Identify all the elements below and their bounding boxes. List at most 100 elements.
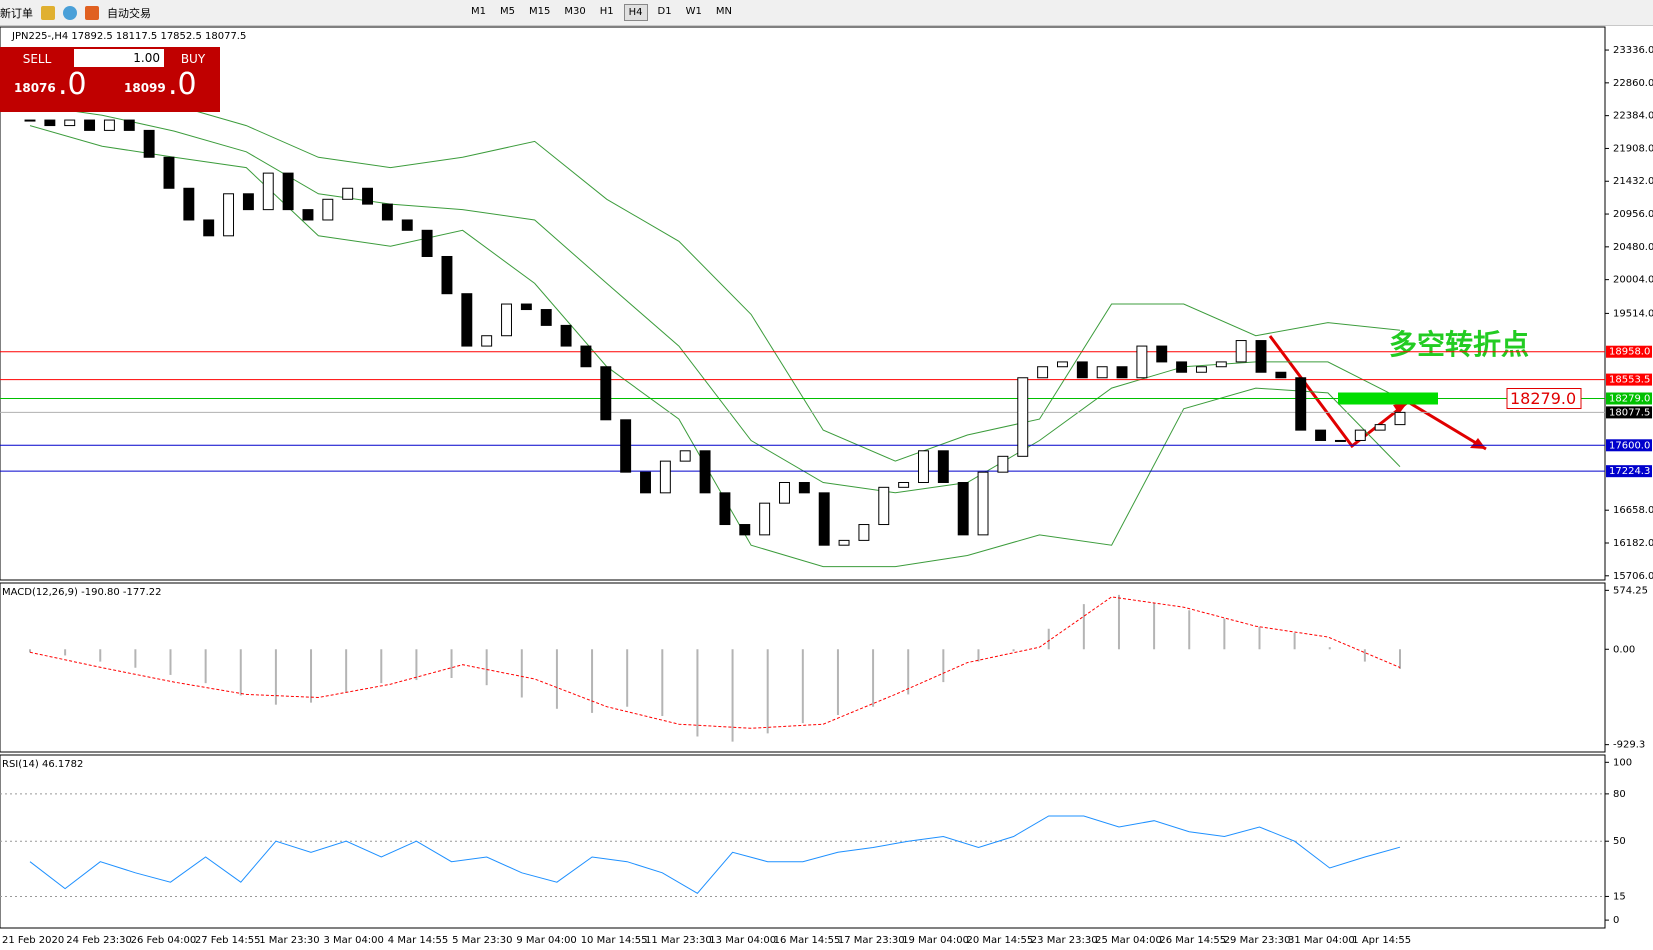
candle — [183, 187, 195, 221]
candle — [1315, 429, 1327, 441]
candle — [918, 450, 929, 483]
bollinger-band — [29, 77, 1401, 462]
x-tick-label: 29 Mar 23:30 — [1224, 935, 1291, 946]
main-panel — [0, 26, 1606, 581]
y-tick-label: 20004.0 — [1613, 275, 1653, 286]
candle — [1136, 345, 1148, 379]
candle — [898, 481, 910, 488]
candle — [84, 119, 96, 131]
candle — [659, 460, 671, 494]
arrow-head — [1470, 438, 1486, 449]
bollinger-band — [29, 104, 1401, 494]
candle — [461, 293, 473, 347]
y-tick-label: 21908.0 — [1613, 143, 1653, 154]
icon[interactable] — [85, 5, 99, 20]
candle — [1037, 366, 1049, 379]
timeframe[interactable]: M5 — [500, 6, 515, 17]
candle — [223, 193, 235, 237]
x-tick-label: 13 Mar 04:00 — [709, 935, 776, 946]
buy-button[interactable]: BUY — [180, 52, 206, 66]
price-label-bg — [1606, 373, 1652, 386]
x-tick-label: 5 Mar 23:30 — [452, 935, 512, 946]
timeframe[interactable]: W1 — [685, 6, 702, 17]
sell-button[interactable]: SELL — [22, 52, 52, 66]
price-label: 18553.5 — [1609, 375, 1650, 386]
lot-input[interactable]: 1.00 — [74, 49, 164, 67]
macd-title: MACD(12,26,9) -190.80 -177.22 — [2, 587, 162, 598]
x-tick-label: 16 Mar 14:55 — [774, 935, 841, 946]
y-tick-label: 20480.0 — [1613, 242, 1653, 253]
candle — [441, 255, 453, 295]
candle — [679, 450, 691, 462]
x-tick-label: 9 Mar 04:00 — [516, 935, 576, 946]
auto-trade[interactable]: 自动交易 — [107, 6, 151, 20]
marker-label: 18279.0 — [1510, 389, 1576, 408]
candle — [798, 481, 810, 494]
timeframe[interactable]: M30 — [564, 6, 586, 17]
x-tick-label: 17 Mar 23:30 — [838, 935, 905, 946]
toolbar: 新订单 自动交易 M1 M5 M15 M30 H1 H4 D1 W1 MN — [0, 0, 1653, 26]
candle — [322, 198, 334, 221]
marker-bar — [1338, 392, 1438, 405]
candle — [739, 524, 751, 536]
x-tick-label: 21 Feb 2020 — [2, 935, 64, 946]
buy-price: 18099 — [124, 81, 166, 95]
x-tick-label: 23 Mar 23:30 — [1031, 935, 1098, 946]
new-order[interactable]: 新订单 — [0, 6, 33, 20]
candle — [600, 366, 612, 421]
icon[interactable] — [63, 5, 77, 20]
price-label-bg — [1606, 345, 1652, 358]
candle — [203, 219, 215, 237]
candle — [759, 502, 771, 536]
annotation: 多空转折点 — [1389, 328, 1529, 361]
candle — [838, 539, 850, 546]
y-tick-label: -929.3 — [1613, 740, 1645, 751]
candle — [640, 471, 651, 494]
y-tick-label: 20956.0 — [1613, 209, 1653, 220]
rsi-line — [29, 815, 1401, 894]
y-tick-label: 0.00 — [1613, 644, 1635, 655]
candle — [580, 345, 592, 368]
y-tick-label: 15 — [1613, 891, 1626, 902]
candle — [1334, 439, 1346, 442]
y-tick-label: 16182.0 — [1613, 538, 1653, 549]
candle — [381, 203, 393, 221]
x-tick-label: 11 Mar 23:30 — [645, 935, 712, 946]
y-tick-label: 16658.0 — [1613, 505, 1653, 516]
y-tick-label: 22860.0 — [1613, 78, 1653, 89]
timeframe[interactable]: M15 — [529, 6, 551, 17]
timeframe[interactable]: D1 — [657, 6, 672, 17]
chart-header: JPN225-,H4 17892.5 18117.5 17852.5 18077… — [11, 31, 246, 42]
candle — [858, 524, 870, 541]
candle — [342, 187, 354, 200]
candle — [262, 172, 274, 211]
y-tick-label: 574.25 — [1613, 585, 1648, 596]
arrow — [1268, 335, 1487, 451]
timeframe[interactable]: MN — [715, 6, 732, 17]
x-tick-label: 26 Feb 04:00 — [131, 935, 197, 946]
candle — [1394, 411, 1406, 426]
price-label: 18077.5 — [1609, 407, 1650, 418]
candle — [977, 471, 989, 536]
y-tick-label: 50 — [1613, 836, 1626, 847]
candle — [163, 156, 175, 189]
y-tick-label: 19514.0 — [1613, 308, 1653, 319]
timeframe[interactable]: M1 — [471, 6, 486, 17]
x-tick-label: 3 Mar 04:00 — [324, 935, 384, 946]
candle — [103, 119, 115, 131]
candle — [1057, 361, 1068, 368]
candle — [937, 450, 949, 483]
x-tick-label: 31 Mar 04:00 — [1288, 935, 1355, 946]
x-tick-label: 1 Mar 23:30 — [259, 935, 319, 946]
x-tick-label: 27 Feb 14:55 — [195, 935, 261, 946]
buy-price-frac: .0 — [168, 67, 197, 102]
candle — [1255, 340, 1267, 373]
timeframe[interactable]: H1 — [599, 6, 614, 17]
candle — [123, 119, 135, 131]
icon[interactable] — [41, 5, 55, 20]
timeframe[interactable]: H4 — [623, 4, 648, 21]
candle — [1017, 377, 1029, 457]
sell-price: 18076 — [14, 81, 56, 95]
candle — [401, 219, 413, 231]
y-tick-label: 80 — [1613, 789, 1626, 800]
